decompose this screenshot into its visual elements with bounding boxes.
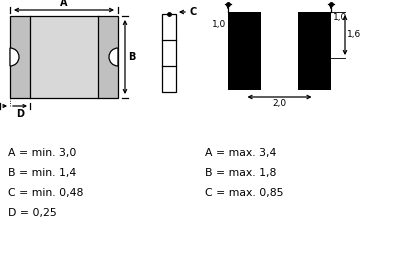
Text: 2,0: 2,0 (272, 99, 286, 108)
Text: B = max. 1,8: B = max. 1,8 (205, 168, 276, 178)
Bar (298, 12, 331, 90)
Text: B: B (128, 52, 135, 62)
Text: A = min. 3,0: A = min. 3,0 (8, 148, 76, 158)
Bar (162, 14, 176, 92)
Wedge shape (109, 48, 118, 66)
Text: B = min. 1,4: B = min. 1,4 (8, 168, 76, 178)
Text: C = max. 0,85: C = max. 0,85 (205, 188, 284, 198)
Text: A: A (60, 0, 68, 8)
Text: 1,0: 1,0 (333, 13, 347, 22)
Text: D: D (16, 109, 24, 119)
Bar (228, 12, 261, 90)
Text: 1,0: 1,0 (212, 20, 226, 29)
Bar (10, 16, 118, 98)
Bar (10, 16, 118, 98)
Text: D = 0,25: D = 0,25 (8, 208, 57, 218)
Bar (10, 16, 30, 98)
Text: A = max. 3,4: A = max. 3,4 (205, 148, 276, 158)
Text: C: C (190, 7, 197, 17)
Bar (98, 16, 118, 98)
Wedge shape (10, 48, 19, 66)
Text: 1,6: 1,6 (347, 30, 361, 40)
Text: C = min. 0,48: C = min. 0,48 (8, 188, 83, 198)
